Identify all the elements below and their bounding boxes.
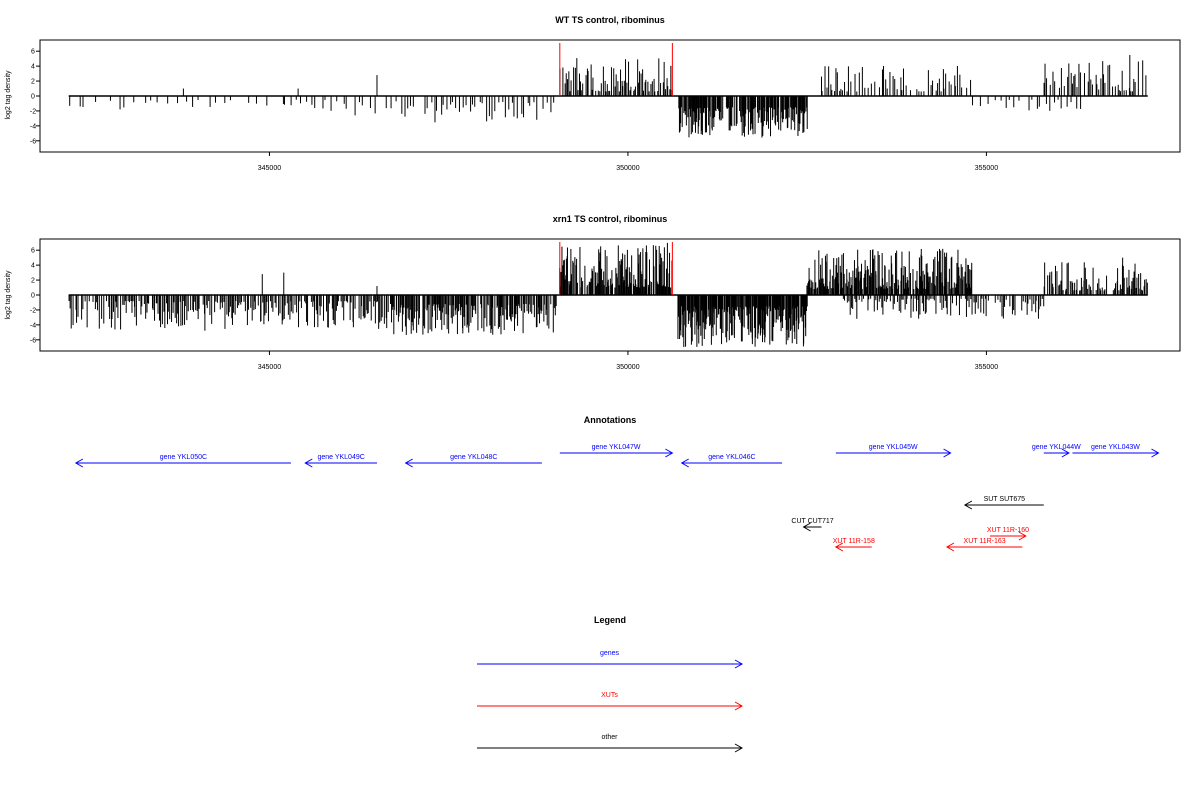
legend-item-other: other	[477, 734, 744, 753]
annotation-other: CUT CUT717	[791, 518, 834, 532]
xrn1-y-tick-label: 0	[31, 293, 35, 300]
annotation-gene: gene YKL045W	[835, 444, 952, 458]
annotation-gene: gene YKL050C	[74, 454, 291, 468]
legend-label: XUTs	[601, 692, 618, 699]
annotation-label: XUT 11R-160	[987, 527, 1029, 534]
annotation-arrow-head	[680, 458, 689, 468]
xrn1-y-tick-label: -2	[30, 307, 36, 314]
legend-item-xut: XUTs	[477, 692, 744, 711]
xrn1-panel-title: xrn1 TS control, ribominus	[553, 214, 668, 224]
annotation-label: XUT 11R-163	[964, 538, 1006, 545]
annotation-gene: gene YKL046C	[680, 454, 783, 468]
wt-y-tick-label: 6	[31, 49, 35, 56]
annotation-arrow-head	[945, 542, 955, 552]
annotation-label: gene YKL044W	[1032, 444, 1081, 451]
annotation-label: CUT CUT717	[791, 518, 833, 525]
xrn1-x-tick-label: 355000	[975, 364, 998, 371]
wt-y-axis-label: log2 tag density	[5, 70, 12, 120]
annotation-arrow-head	[834, 542, 844, 552]
annotation-label: gene YKL045W	[869, 444, 918, 451]
annotation-arrow-head	[943, 448, 952, 458]
legend-label: other	[602, 734, 619, 741]
legend-arrow-head	[734, 701, 744, 711]
annotation-label: gene YKL050C	[160, 454, 207, 461]
annotations-panel: Annotations gene YKL050C gene YKL049C gene…	[74, 415, 1160, 552]
annotation-other: SUT SUT675	[963, 496, 1044, 510]
annotation-gene: gene YKL043W	[1072, 444, 1160, 458]
annotation-arrow-head	[404, 458, 413, 468]
wt-panel-title: WT TS control, ribominus	[555, 15, 665, 25]
xrn1-y-tick-label: 6	[31, 248, 35, 255]
legend-label: genes	[600, 650, 620, 657]
annotation-arrow-head	[963, 500, 973, 510]
wt-density-bars	[69, 58, 1147, 138]
annotation-label: gene YKL047W	[592, 444, 641, 451]
annotation-arrow-head	[802, 522, 811, 532]
annotation-label: gene YKL046C	[708, 454, 755, 461]
annotation-label: SUT SUT675	[984, 496, 1026, 503]
xrn1-density-panel: xrn1 TS control, ribominus log2 tag dens…	[5, 214, 1181, 371]
annotation-xut: XUT 11R-158	[833, 538, 875, 552]
wt-x-tick-label: 350000	[616, 165, 639, 172]
annotation-gene: gene YKL049C	[304, 454, 377, 468]
legend-item-gene: genes	[477, 650, 744, 669]
annotation-label: XUT 11R-158	[833, 538, 875, 545]
annotation-gene: gene YKL048C	[404, 454, 542, 468]
annotation-arrow-head	[1151, 448, 1160, 458]
annotation-arrow-head	[1018, 531, 1027, 541]
wt-y-tick-label: -2	[30, 108, 36, 115]
legend-arrow-head	[734, 743, 744, 753]
annotation-label: gene YKL049C	[317, 454, 364, 461]
xrn1-density-bars	[68, 242, 1148, 348]
annotation-xut: XUT 11R-163	[945, 538, 1023, 552]
annotations-title: Annotations	[584, 415, 637, 425]
annotation-xut: XUT 11R-160	[987, 527, 1029, 541]
wt-y-tick-label: 0	[31, 94, 35, 101]
wt-y-tick-label: -6	[30, 138, 36, 145]
annotation-label: gene YKL048C	[450, 454, 497, 461]
legend-arrow-head	[734, 659, 744, 669]
xrn1-y-axis-label: log2 tag density	[5, 270, 12, 320]
annotation-arrow-head	[74, 458, 84, 468]
legend-panel: Legend genes XUTs other	[477, 615, 744, 753]
wt-x-tick-label: 345000	[258, 165, 281, 172]
annotation-gene: gene YKL044W	[1032, 444, 1081, 458]
annotation-arrow-head	[304, 458, 313, 468]
xrn1-x-tick-label: 345000	[258, 364, 281, 371]
xrn1-y-tick-label: -4	[30, 322, 36, 329]
annotation-label: gene YKL043W	[1091, 444, 1140, 451]
xrn1-y-tick-label: 2	[31, 278, 35, 285]
wt-y-tick-label: -4	[30, 123, 36, 130]
xrn1-y-tick-label: 4	[31, 263, 35, 270]
wt-y-tick-label: 2	[31, 79, 35, 86]
annotation-arrow-head	[665, 448, 674, 458]
annotation-gene: gene YKL047W	[559, 444, 674, 458]
xrn1-y-tick-label: -6	[30, 337, 36, 344]
wt-y-tick-label: 4	[31, 64, 35, 71]
legend-title: Legend	[594, 615, 626, 625]
wt-x-tick-label: 355000	[975, 165, 998, 172]
wt-density-panel: WT TS control, ribominus log2 tag densit…	[5, 15, 1181, 172]
annotation-arrow-head	[1061, 448, 1070, 458]
xrn1-x-tick-label: 350000	[616, 364, 639, 371]
